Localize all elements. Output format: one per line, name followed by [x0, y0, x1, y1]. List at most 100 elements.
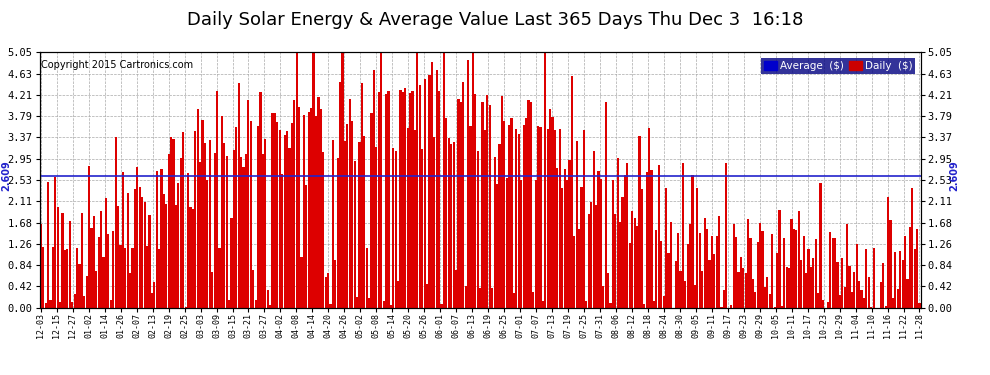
Bar — [882, 262, 884, 308]
Bar — [56, 207, 58, 308]
Bar — [455, 270, 457, 308]
Bar — [689, 224, 691, 308]
Bar — [484, 130, 486, 308]
Bar — [127, 193, 129, 308]
Bar — [855, 244, 857, 308]
Bar — [112, 231, 114, 308]
Bar — [162, 195, 165, 308]
Bar — [839, 296, 841, 307]
Bar — [424, 80, 426, 308]
Bar — [713, 254, 716, 308]
Bar — [829, 232, 832, 308]
Bar — [211, 272, 213, 308]
Bar — [303, 116, 305, 308]
Bar — [718, 216, 720, 308]
Bar — [199, 162, 201, 308]
Bar — [360, 83, 363, 308]
Bar — [363, 136, 365, 308]
Bar — [812, 258, 815, 308]
Bar — [274, 113, 276, 308]
Bar — [800, 260, 802, 308]
Bar — [568, 159, 570, 308]
Bar — [296, 53, 298, 308]
Bar — [148, 216, 150, 308]
Bar — [798, 211, 800, 308]
Bar — [810, 267, 812, 308]
Bar — [639, 136, 641, 308]
Bar — [271, 112, 273, 308]
Bar — [409, 93, 411, 308]
Bar — [407, 128, 409, 308]
Bar — [243, 167, 245, 308]
Bar — [827, 302, 829, 307]
Bar — [740, 256, 742, 307]
Bar — [68, 221, 71, 308]
Bar — [261, 154, 264, 308]
Bar — [419, 86, 421, 308]
Bar — [375, 147, 377, 308]
Bar — [749, 238, 751, 308]
Bar — [860, 290, 862, 308]
Bar — [115, 137, 117, 308]
Bar — [426, 284, 428, 308]
Bar — [117, 206, 119, 308]
Bar — [124, 248, 127, 308]
Bar — [365, 248, 367, 308]
Bar — [325, 277, 327, 308]
Bar — [889, 220, 892, 308]
Bar — [137, 167, 139, 308]
Bar — [479, 288, 481, 308]
Bar — [380, 53, 382, 308]
Bar — [43, 247, 45, 308]
Bar — [887, 198, 889, 308]
Bar — [880, 282, 882, 308]
Bar — [100, 211, 102, 308]
Bar — [822, 300, 824, 307]
Bar — [612, 180, 614, 308]
Bar — [655, 230, 657, 308]
Bar — [417, 53, 419, 308]
Bar — [863, 298, 865, 307]
Bar — [771, 234, 773, 308]
Bar — [848, 266, 850, 308]
Bar — [472, 53, 474, 308]
Bar — [219, 248, 221, 308]
Bar — [223, 143, 226, 308]
Bar — [738, 272, 740, 308]
Bar — [679, 272, 681, 308]
Bar — [537, 126, 540, 308]
Bar — [264, 139, 266, 308]
Bar — [76, 248, 78, 308]
Bar — [177, 183, 179, 308]
Bar — [747, 219, 749, 308]
Bar — [332, 140, 334, 308]
Bar — [530, 102, 532, 308]
Bar — [885, 306, 887, 308]
Bar — [392, 148, 394, 308]
Bar — [593, 151, 595, 308]
Bar — [667, 253, 669, 308]
Bar — [204, 143, 206, 308]
Bar — [245, 154, 248, 308]
Bar — [469, 126, 471, 308]
Bar — [434, 137, 436, 308]
Bar — [414, 130, 416, 308]
Bar — [662, 296, 664, 307]
Bar — [481, 102, 484, 308]
Bar — [450, 144, 452, 308]
Bar — [556, 168, 558, 308]
Bar — [788, 268, 790, 308]
Bar — [494, 158, 496, 308]
Bar — [766, 277, 768, 308]
Bar — [64, 250, 66, 307]
Bar — [523, 125, 525, 308]
Bar — [744, 273, 746, 308]
Bar — [88, 166, 90, 308]
Bar — [911, 188, 914, 308]
Bar — [842, 258, 843, 308]
Bar — [330, 304, 332, 307]
Bar — [452, 142, 454, 308]
Bar — [182, 132, 184, 308]
Text: Copyright 2015 Cartronics.com: Copyright 2015 Cartronics.com — [42, 60, 193, 70]
Bar — [254, 300, 256, 307]
